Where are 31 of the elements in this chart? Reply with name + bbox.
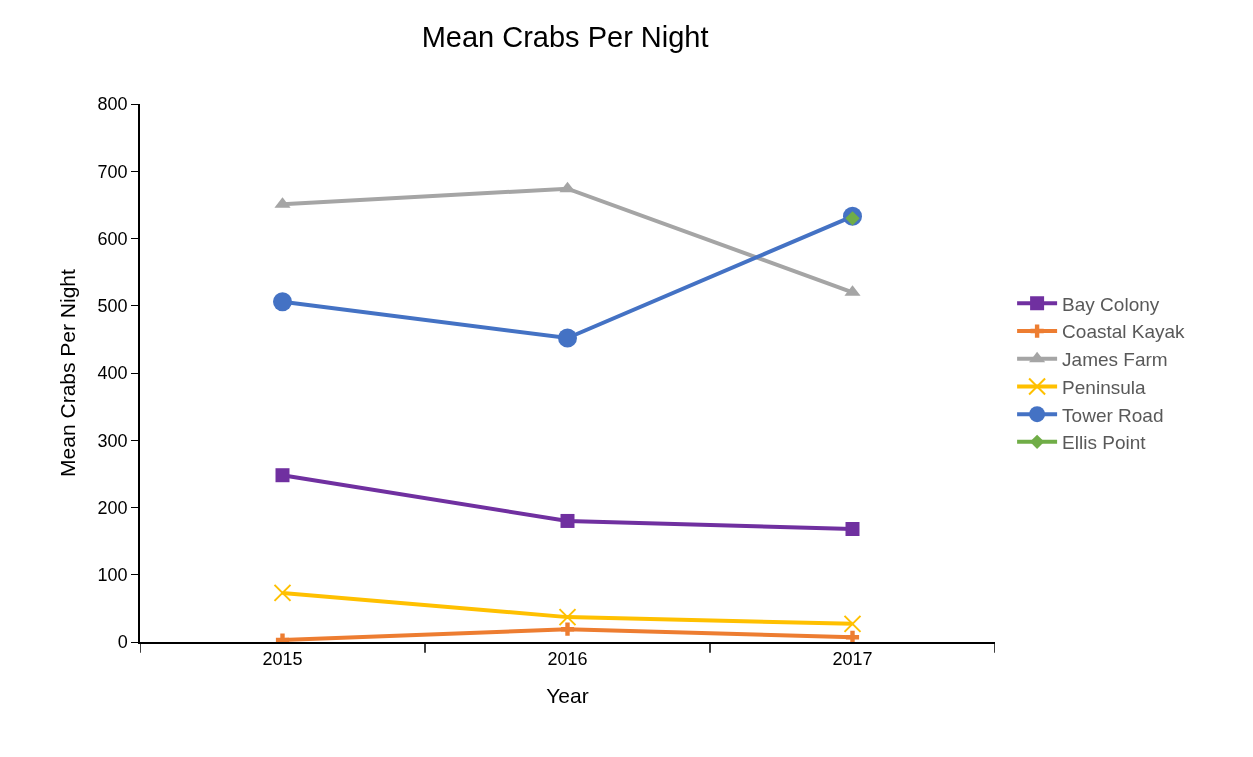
point <box>273 292 292 312</box>
y-tick-label: 300 <box>97 430 128 451</box>
x-tick-label: 2017 <box>832 649 873 670</box>
x-tick-label: 2015 <box>262 649 303 670</box>
y-tick-label: 200 <box>97 497 128 518</box>
point <box>843 614 862 633</box>
y-tick-label: 0 <box>117 632 128 653</box>
point <box>845 522 860 537</box>
y-tick-label: 500 <box>97 296 128 317</box>
y-tick-label: 100 <box>97 565 128 586</box>
y-tick-label: 400 <box>97 363 128 384</box>
chart-title: Mean Crabs Per Night <box>421 20 709 53</box>
y-axis-title: Mean Crabs Per Night <box>56 268 80 477</box>
y-tick-label: 800 <box>97 94 128 115</box>
point <box>558 328 577 348</box>
y-tick-label: 700 <box>97 161 128 182</box>
legend-label: Tower Road <box>1062 404 1164 426</box>
legend-label: James Farm <box>1062 349 1168 371</box>
y-tick-label: 600 <box>97 228 128 249</box>
point <box>558 608 577 627</box>
point <box>560 513 575 528</box>
point <box>275 468 290 483</box>
x-axis-title: Year <box>546 684 589 708</box>
point <box>560 622 575 636</box>
legend-label: Coastal Kayak <box>1062 321 1186 343</box>
legend-label: Peninsula <box>1062 376 1146 398</box>
x-tick-label: 2016 <box>547 649 588 670</box>
legend-label: Ellis Point <box>1062 432 1147 454</box>
point <box>845 630 860 642</box>
point <box>273 583 292 602</box>
legend-label: Bay Colony <box>1062 293 1160 315</box>
